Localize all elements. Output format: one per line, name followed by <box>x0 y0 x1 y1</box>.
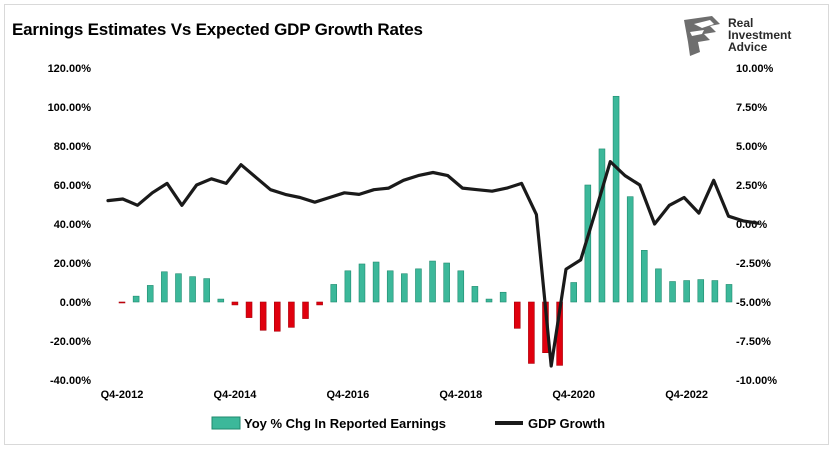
left-axis-tick-label: -20.00% <box>50 336 91 348</box>
x-axis-tick-label: Q4-2018 <box>439 389 482 401</box>
earnings-bar <box>118 301 126 304</box>
chart-frame <box>4 4 829 445</box>
earnings-bar <box>217 298 225 303</box>
x-axis-tick-label: Q4-2022 <box>665 389 708 401</box>
earnings-bar <box>288 301 295 328</box>
earnings-bar <box>711 280 719 303</box>
earnings-bar <box>499 291 507 303</box>
right-axis-tick-label: 5.00% <box>736 141 767 153</box>
eagle-head-icon <box>684 16 720 56</box>
earnings-bar <box>655 268 662 303</box>
earnings-bar <box>429 260 436 303</box>
logo-text: Real Investment Advice <box>728 17 791 53</box>
right-axis-tick-label: 2.50% <box>736 180 767 192</box>
earnings-bar <box>344 270 352 303</box>
left-axis-tick-label: 20.00% <box>54 258 92 270</box>
left-axis-tick-label: 120.00% <box>48 63 92 75</box>
earnings-bar <box>161 271 168 303</box>
earnings-bar <box>697 279 705 303</box>
right-axis-tick-label: -10.00% <box>736 375 777 387</box>
x-axis-tick-label: Q4-2020 <box>552 389 595 401</box>
real-investment-advice-logo: Real Investment Advice <box>680 14 810 60</box>
earnings-bar <box>386 270 394 303</box>
legend: Yoy % Chg In Reported Earnings GDP Growt… <box>211 416 605 431</box>
logo-line-1: Real <box>728 16 754 30</box>
earnings-bar <box>528 301 535 364</box>
earnings-bar <box>259 301 267 331</box>
x-axis-tick-label: Q4-2016 <box>326 389 369 401</box>
chart-title: Earnings Estimates Vs Expected GDP Growt… <box>12 20 423 39</box>
earnings-bar <box>626 196 634 303</box>
earnings-bar <box>513 301 521 329</box>
logo-line-2: Investment <box>728 28 792 42</box>
earnings-bar <box>570 282 577 303</box>
x-axis-tick-label: Q4-2012 <box>101 389 144 401</box>
earnings-bar <box>598 148 606 303</box>
earnings-bar <box>231 301 239 306</box>
earnings-bar <box>612 95 620 303</box>
earnings-bars <box>118 95 733 366</box>
left-axis: 120.00% 100.00% 80.00% 60.00% 40.00% 20.00% 0.… <box>48 63 92 387</box>
earnings-bar <box>358 263 366 303</box>
left-axis-tick-label: 80.00% <box>54 141 92 153</box>
gdp-growth-line <box>106 160 760 368</box>
earnings-bar <box>330 284 338 303</box>
left-axis-tick-label: -40.00% <box>50 375 91 387</box>
left-axis-tick-label: 40.00% <box>54 219 92 231</box>
right-axis-tick-label: -2.50% <box>736 258 771 270</box>
earnings-bar <box>485 298 493 303</box>
earnings-bar <box>302 301 309 319</box>
earnings-bar <box>132 295 140 303</box>
legend-label-earnings: Yoy % Chg In Reported Earnings <box>244 416 446 431</box>
earnings-bar <box>443 262 450 303</box>
earnings-bar <box>641 250 648 303</box>
earnings-bar <box>316 301 323 306</box>
left-axis-tick-label: 60.00% <box>54 180 92 192</box>
earnings-bar <box>401 273 408 303</box>
right-axis: 10.00%7.50%5.00%2.50%0.00%-2.50%-5.00%-7… <box>736 63 777 387</box>
earnings-bar <box>175 273 182 303</box>
earnings-bar <box>683 280 690 303</box>
earnings-bar <box>203 278 210 303</box>
legend-label-gdp: GDP Growth <box>528 416 605 431</box>
right-axis-tick-label: -7.50% <box>736 336 771 348</box>
earnings-bar <box>274 301 281 332</box>
earnings-bar <box>669 281 676 303</box>
earnings-bar <box>725 284 733 303</box>
x-axis-tick-label: Q4-2014 <box>214 389 258 401</box>
right-axis-tick-label: -5.00% <box>736 297 771 309</box>
logo-line-3: Advice <box>728 40 768 54</box>
earnings-bar <box>372 261 380 303</box>
earnings-bar <box>189 276 196 303</box>
earnings-bar <box>457 270 465 303</box>
x-axis: Q4-2012 Q4-2014 Q4-2016 Q4-2018 Q4-2020 Q4-20… <box>101 389 708 401</box>
earnings-bar <box>245 301 253 318</box>
earnings-bar <box>415 268 422 303</box>
right-axis-tick-label: 10.00% <box>736 63 774 75</box>
earnings-bar <box>146 285 154 303</box>
earnings-bar <box>471 286 479 303</box>
legend-swatch-earnings <box>211 416 241 430</box>
gdp-line-series <box>106 160 760 368</box>
right-axis-tick-label: 7.50% <box>736 102 767 114</box>
left-axis-tick-label: 0.00% <box>60 297 91 309</box>
left-axis-tick-label: 100.00% <box>48 102 92 114</box>
